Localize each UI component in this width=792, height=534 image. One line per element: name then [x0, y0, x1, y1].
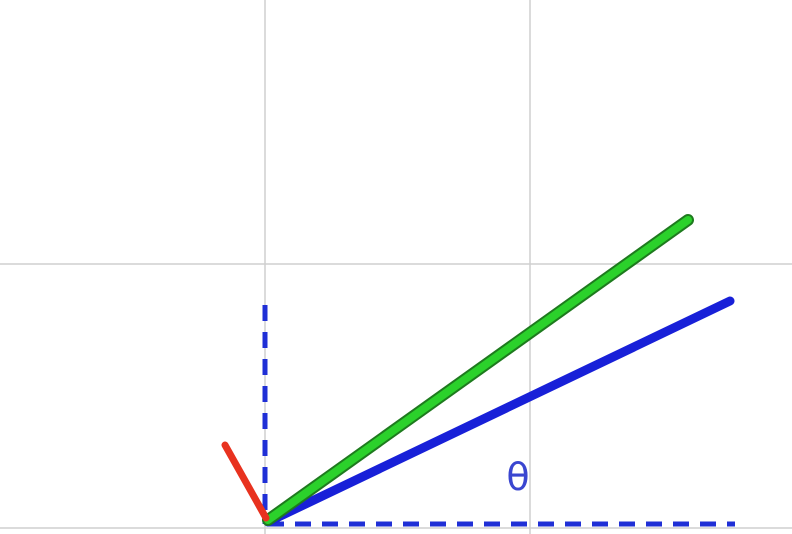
blue-vector — [263, 296, 735, 527]
green-vector — [264, 216, 692, 524]
theta-label: θ — [506, 455, 529, 499]
red-vector — [221, 441, 270, 522]
